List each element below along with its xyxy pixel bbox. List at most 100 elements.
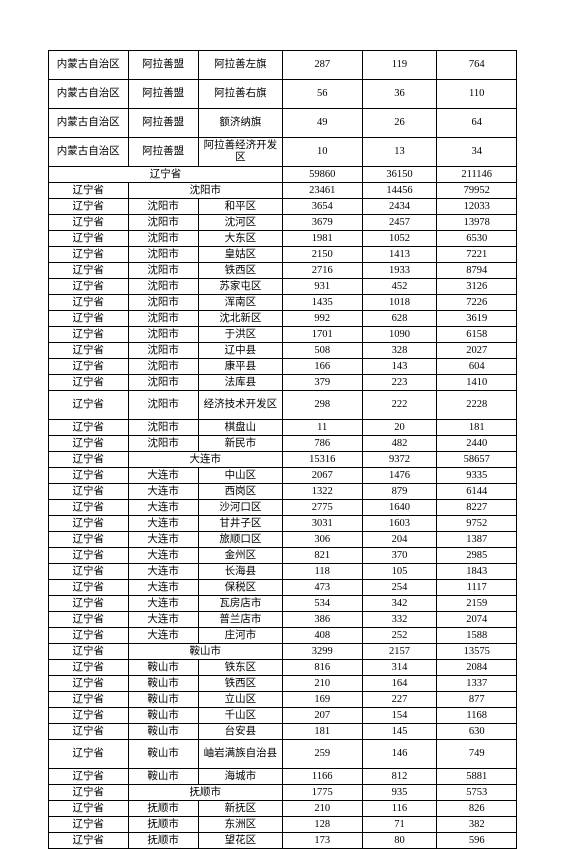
cell: 181 — [437, 420, 517, 436]
cell: 抚顺市 — [128, 801, 198, 817]
cell: 辽宁省 — [49, 532, 129, 548]
cell: 新民市 — [198, 436, 282, 452]
cell: 辽宁省 — [49, 452, 129, 468]
cell: 13 — [362, 138, 437, 167]
cell: 2067 — [282, 468, 362, 484]
cell: 223 — [362, 375, 437, 391]
cell: 116 — [362, 801, 437, 817]
cell: 379 — [282, 375, 362, 391]
city-summary: 鞍山市 — [128, 644, 282, 660]
table-row: 辽宁省鞍山市3299215713575 — [49, 644, 517, 660]
cell: 1018 — [362, 295, 437, 311]
cell: 207 — [282, 708, 362, 724]
cell: 阿拉善盟 — [128, 51, 198, 80]
table-row: 辽宁省沈阳市沈河区3679245713978 — [49, 215, 517, 231]
cell: 306 — [282, 532, 362, 548]
cell: 3126 — [437, 279, 517, 295]
cell: 7221 — [437, 247, 517, 263]
cell: 沈阳市 — [128, 359, 198, 375]
table-row: 辽宁省大连市普兰店市3863322074 — [49, 612, 517, 628]
cell: 59860 — [282, 167, 362, 183]
table-row: 辽宁省沈阳市经济技术开发区2982222228 — [49, 391, 517, 420]
cell: 2775 — [282, 500, 362, 516]
table-row: 内蒙古自治区阿拉善盟额济纳旗492664 — [49, 109, 517, 138]
cell: 千山区 — [198, 708, 282, 724]
cell: 386 — [282, 612, 362, 628]
cell: 阿拉善盟 — [128, 138, 198, 167]
table-row: 内蒙古自治区阿拉善盟阿拉善左旗287119764 — [49, 51, 517, 80]
cell: 328 — [362, 343, 437, 359]
table-row: 辽宁省沈阳市康平县166143604 — [49, 359, 517, 375]
cell: 473 — [282, 580, 362, 596]
cell: 庄河市 — [198, 628, 282, 644]
cell: 鞍山市 — [128, 769, 198, 785]
cell: 沈北新区 — [198, 311, 282, 327]
cell: 8794 — [437, 263, 517, 279]
cell: 辽宁省 — [49, 628, 129, 644]
cell: 110 — [437, 80, 517, 109]
cell: 816 — [282, 660, 362, 676]
cell: 1322 — [282, 484, 362, 500]
cell: 鞍山市 — [128, 660, 198, 676]
cell: 额济纳旗 — [198, 109, 282, 138]
cell: 596 — [437, 833, 517, 849]
cell: 望花区 — [198, 833, 282, 849]
cell: 210 — [282, 801, 362, 817]
cell: 辽宁省 — [49, 612, 129, 628]
cell: 2440 — [437, 436, 517, 452]
table-row: 辽宁省沈阳市于洪区170110906158 — [49, 327, 517, 343]
cell: 东洲区 — [198, 817, 282, 833]
cell: 1410 — [437, 375, 517, 391]
cell: 11 — [282, 420, 362, 436]
cell: 332 — [362, 612, 437, 628]
cell: 立山区 — [198, 692, 282, 708]
cell: 1435 — [282, 295, 362, 311]
cell: 法库县 — [198, 375, 282, 391]
cell: 482 — [362, 436, 437, 452]
cell: 1117 — [437, 580, 517, 596]
cell: 146 — [362, 740, 437, 769]
cell: 13978 — [437, 215, 517, 231]
table-row: 辽宁省大连市金州区8213702985 — [49, 548, 517, 564]
table-row: 辽宁省沈阳市辽中县5083282027 — [49, 343, 517, 359]
cell: 1701 — [282, 327, 362, 343]
table-row: 辽宁省沈阳市棋盘山1120181 — [49, 420, 517, 436]
cell: 浑南区 — [198, 295, 282, 311]
cell: 23461 — [282, 183, 362, 199]
cell: 877 — [437, 692, 517, 708]
cell: 辽宁省 — [49, 199, 129, 215]
cell: 大连市 — [128, 468, 198, 484]
cell: 辽宁省 — [49, 516, 129, 532]
cell: 452 — [362, 279, 437, 295]
cell: 辽中县 — [198, 343, 282, 359]
cell: 棋盘山 — [198, 420, 282, 436]
table-row: 辽宁省鞍山市台安县181145630 — [49, 724, 517, 740]
cell: 辽宁省 — [49, 327, 129, 343]
cell: 铁西区 — [198, 263, 282, 279]
cell: 3679 — [282, 215, 362, 231]
cell: 3299 — [282, 644, 362, 660]
cell: 苏家屯区 — [198, 279, 282, 295]
cell: 12033 — [437, 199, 517, 215]
cell: 821 — [282, 548, 362, 564]
table-row: 辽宁省沈阳市大东区198110526530 — [49, 231, 517, 247]
table-row: 辽宁省鞍山市海城市11668125881 — [49, 769, 517, 785]
table-row: 辽宁省抚顺市17759355753 — [49, 785, 517, 801]
cell: 145 — [362, 724, 437, 740]
cell: 128 — [282, 817, 362, 833]
cell: 7226 — [437, 295, 517, 311]
cell: 沈阳市 — [128, 420, 198, 436]
cell: 大连市 — [128, 628, 198, 644]
cell: 大连市 — [128, 612, 198, 628]
cell: 大连市 — [128, 580, 198, 596]
cell: 118 — [282, 564, 362, 580]
cell: 沈阳市 — [128, 231, 198, 247]
cell: 6144 — [437, 484, 517, 500]
cell: 166 — [282, 359, 362, 375]
table-row: 辽宁省沈阳市和平区3654243412033 — [49, 199, 517, 215]
table-row: 辽宁省鞍山市岫岩满族自治县259146749 — [49, 740, 517, 769]
table-row: 内蒙古自治区阿拉善盟阿拉善右旗5636110 — [49, 80, 517, 109]
cell: 630 — [437, 724, 517, 740]
city-summary: 抚顺市 — [128, 785, 282, 801]
cell: 辽宁省 — [49, 708, 129, 724]
